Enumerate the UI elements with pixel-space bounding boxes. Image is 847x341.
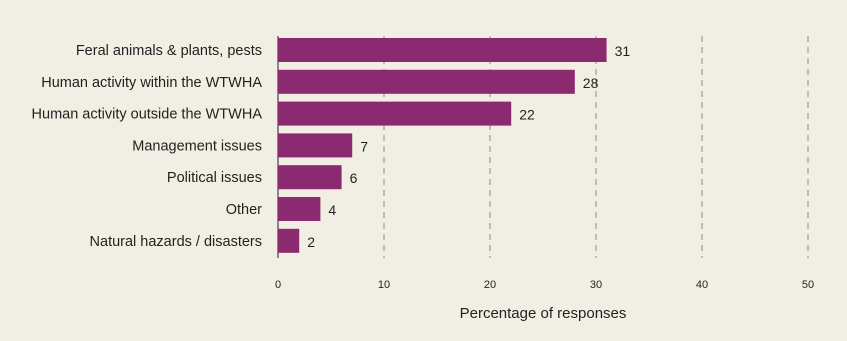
x-tick-label: 30 [590, 279, 602, 291]
x-tick-label: 0 [275, 279, 281, 291]
labels: Feral animals & plants, pests 31 Human act… [32, 43, 631, 250]
x-axis-ticks: 0 10 20 30 40 50 [275, 279, 814, 291]
value-label: 22 [519, 107, 535, 123]
category-label: Feral animals & plants, pests [76, 43, 262, 59]
x-tick-label: 10 [378, 279, 390, 291]
value-label: 28 [583, 75, 599, 91]
x-tick-label: 20 [484, 279, 496, 291]
gridlines [277, 36, 809, 258]
category-label: Other [226, 202, 262, 218]
value-label: 7 [360, 138, 368, 154]
value-label: 31 [615, 43, 631, 59]
value-label: 2 [307, 234, 315, 250]
category-label: Natural hazards / disasters [90, 234, 262, 250]
bar [278, 38, 607, 62]
category-label: Human activity within the WTWHA [41, 75, 262, 91]
category-label: Human activity outside the WTWHA [32, 107, 263, 123]
bar [278, 133, 353, 158]
bar [278, 165, 342, 190]
x-tick-label: 40 [696, 279, 708, 291]
value-label: 6 [350, 170, 358, 186]
category-label: Political issues [167, 170, 262, 186]
bar [278, 101, 512, 126]
bar [278, 69, 575, 94]
category-label: Management issues [132, 138, 262, 154]
bar [278, 228, 300, 253]
x-axis-title: Percentage of responses [460, 305, 627, 322]
bar [278, 197, 321, 221]
value-label: 4 [328, 202, 336, 218]
x-tick-label: 50 [802, 279, 814, 291]
bars [278, 38, 607, 253]
